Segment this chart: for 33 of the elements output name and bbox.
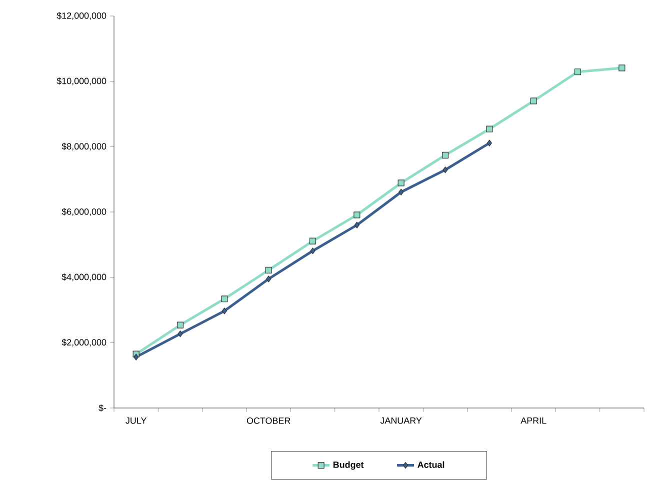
point [266,276,272,282]
y-tick-label: $- [98,404,106,412]
y-tick-label: $6,000,000 [62,208,106,216]
point [222,308,227,314]
point [354,222,360,228]
point [486,126,493,132]
point [134,354,139,360]
y-tick-label: $12,000,000 [56,12,106,20]
x-tick-label: APRIL [520,417,546,424]
point [398,188,404,196]
x-tick-label: JANUARY [380,417,422,424]
y-tick-label: $8,000,000 [62,142,106,151]
point [265,266,272,274]
point [398,180,404,186]
legend-label: Budget [333,461,364,470]
point [618,64,626,72]
x-tick-label: OCTOBER [246,417,290,424]
point [486,140,492,146]
y-tick-label: $4,000,000 [62,273,106,282]
point [221,296,228,302]
y-tick-label: $2,000,000 [62,338,106,347]
point [178,330,183,338]
point [442,152,449,158]
point [530,98,537,104]
y-tick-label: $10,000,000 [56,77,106,86]
legend-label: Actual [418,461,444,468]
point [574,68,582,76]
point [354,212,360,218]
point [176,322,184,328]
point [442,166,448,174]
point [309,238,316,244]
point [310,248,316,254]
x-tick-label: JULY [126,417,147,424]
